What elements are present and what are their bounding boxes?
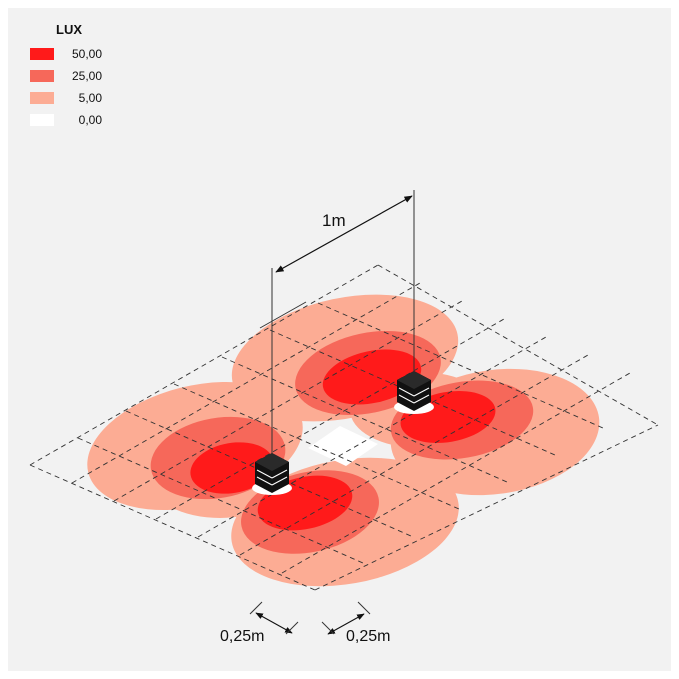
dimension-grid-left-label: 0,25m — [220, 628, 264, 645]
lux-legend: LUX 50,00 25,00 5,00 0,00 — [30, 22, 102, 131]
dimension-1m: 1m — [259, 195, 413, 329]
legend-swatch-5 — [30, 92, 54, 104]
legend-row-5: 5,00 — [30, 87, 102, 109]
zone-50-lux — [190, 349, 496, 531]
legend-value-50: 50,00 — [71, 47, 102, 61]
legend-swatch-0 — [30, 114, 54, 126]
dimension-1m-label: 1m — [322, 211, 346, 230]
dimension-grid-right: 0,25m — [321, 601, 390, 645]
light-fixture-right — [394, 190, 434, 414]
legend-value-5: 5,00 — [78, 91, 102, 105]
legend-row-0: 0,00 — [30, 109, 102, 131]
legend-value-25: 25,00 — [71, 69, 102, 83]
legend-value-0: 0,00 — [78, 113, 102, 127]
dimension-grid-right-label: 0,25m — [346, 628, 390, 645]
light-fixture-left — [252, 268, 292, 495]
dimension-grid-left: 0,25m — [220, 601, 299, 645]
legend-swatch-50 — [30, 48, 54, 60]
legend-row-25: 25,00 — [30, 65, 102, 87]
legend-title: LUX — [56, 22, 82, 37]
legend-row-50: 50,00 — [30, 43, 102, 65]
legend-swatch-25 — [30, 70, 54, 82]
zone-0-lux — [308, 426, 378, 466]
